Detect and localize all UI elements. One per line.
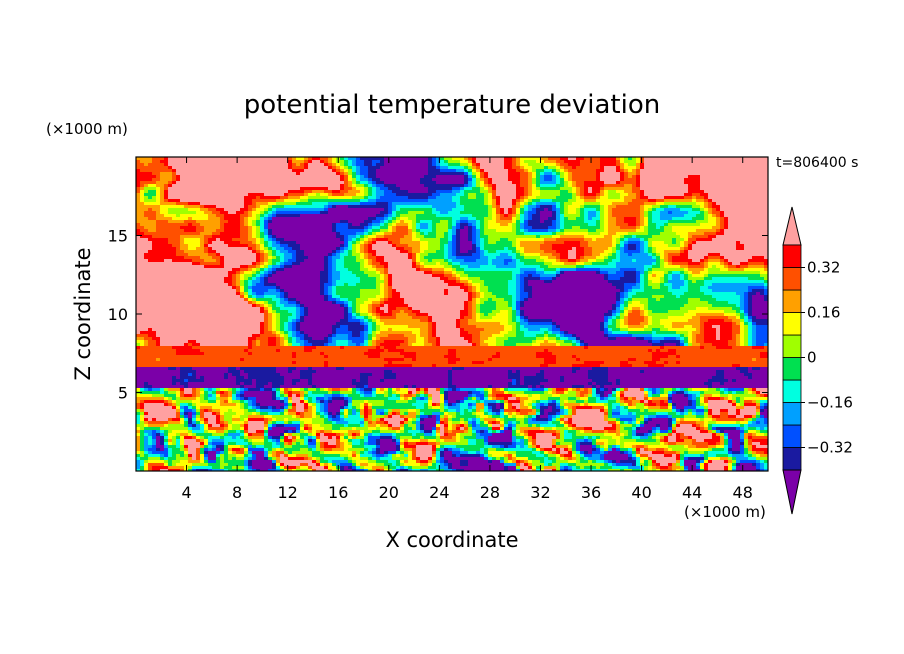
colorbar-band xyxy=(782,244,802,268)
colorbar-band xyxy=(782,334,802,358)
x-tick-label: 28 xyxy=(480,483,500,502)
y-axis-title: Z coordinate xyxy=(71,247,95,380)
x-tick-label: 12 xyxy=(278,483,298,502)
colorbar-lower-triangle xyxy=(782,469,802,515)
x-tick-label: 36 xyxy=(581,483,601,502)
colorbar-band xyxy=(782,424,802,448)
colorbar-band xyxy=(782,447,802,471)
y-unit-label: (×1000 m) xyxy=(46,120,128,138)
colorbar-band xyxy=(782,357,802,381)
x-tick-label: 8 xyxy=(232,483,242,502)
colorbar-label: 0 xyxy=(807,349,817,367)
colorbar-label: 0.32 xyxy=(807,259,840,277)
chart-title: potential temperature deviation xyxy=(244,90,660,120)
x-tick-label: 24 xyxy=(429,483,449,502)
x-tick-label: 20 xyxy=(379,483,399,502)
colorbar-band xyxy=(782,312,802,336)
colorbar-band xyxy=(782,402,802,426)
x-tick-label: 16 xyxy=(328,483,348,502)
colorbar: 0.32 0.16 0 −0.16 −0.32 xyxy=(782,206,853,515)
x-unit-label: (×1000 m) xyxy=(684,503,766,521)
colorbar-band xyxy=(782,289,802,313)
colorbar-upper-triangle xyxy=(782,206,802,246)
y-tick-label: 15 xyxy=(108,227,128,246)
x-axis-title: X coordinate xyxy=(385,528,518,552)
colorbar-label: −0.32 xyxy=(807,439,853,457)
x-tick-label: 40 xyxy=(631,483,651,502)
colorbar-label: −0.16 xyxy=(807,394,853,412)
x-tick-label: 44 xyxy=(682,483,702,502)
x-tick-label: 48 xyxy=(733,483,753,502)
time-label: t=806400 s xyxy=(776,155,858,171)
y-ticks: 5 10 15 xyxy=(108,227,768,403)
x-tick-label: 32 xyxy=(530,483,550,502)
y-tick-label: 5 xyxy=(118,384,128,403)
y-tick-label: 10 xyxy=(108,305,128,324)
contour-field xyxy=(136,157,768,471)
x-ticks: 4 8 12 16 20 24 28 32 36 40 44 48 xyxy=(181,157,753,502)
colorbar-band xyxy=(782,379,802,403)
colorbar-band xyxy=(782,267,802,291)
colorbar-label: 0.16 xyxy=(807,304,840,322)
x-tick-label: 4 xyxy=(181,483,191,502)
